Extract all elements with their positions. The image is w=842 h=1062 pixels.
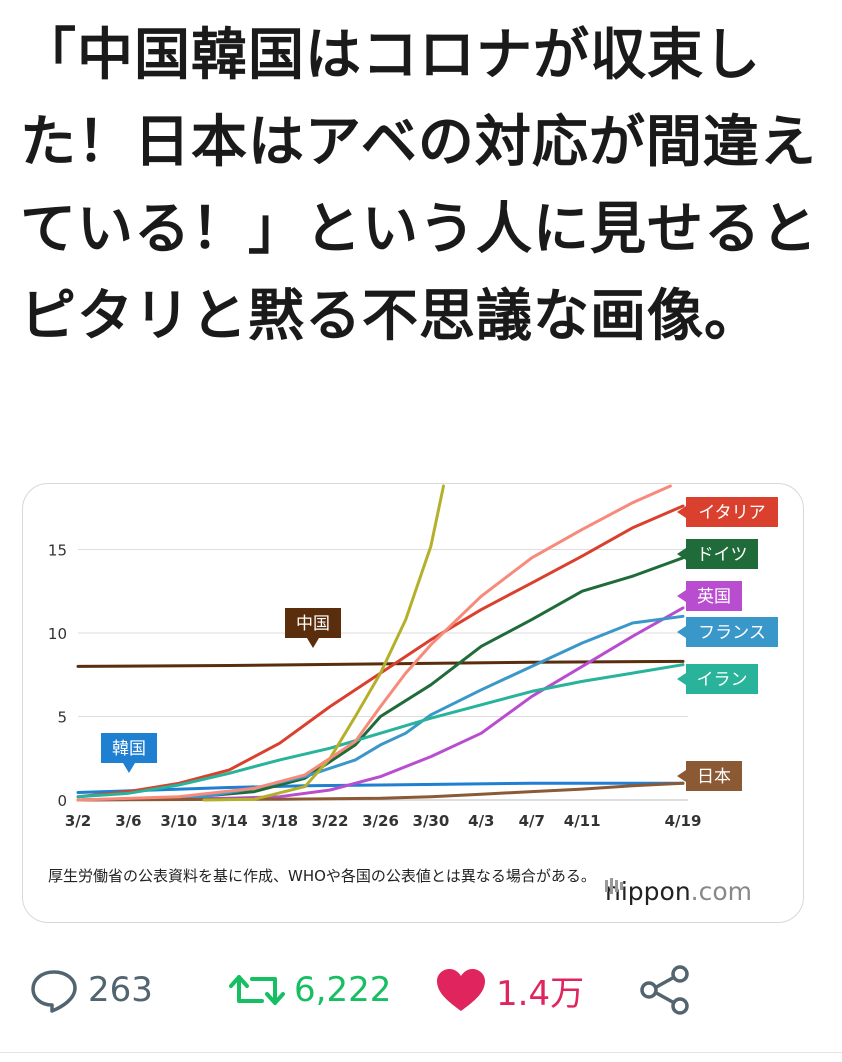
series-label-text: ドイツ xyxy=(697,545,748,565)
series-label-pointer xyxy=(123,763,135,773)
series-line xyxy=(76,659,685,668)
share-nodes-icon xyxy=(640,965,689,1015)
y-tick-label: 15 xyxy=(48,541,67,559)
series-label-text: 英国 xyxy=(697,587,731,607)
x-tick-label: 3/18 xyxy=(261,812,298,830)
series-label-3: フランス xyxy=(677,617,778,647)
like-count: 1.4万 xyxy=(496,973,585,1014)
tweet-text: 「中国韓国はコロナが収束した！日本はアベの対応が間違えている！」という人に見せる… xyxy=(20,23,818,349)
series-label-text: イラン xyxy=(697,670,748,690)
series-label-box xyxy=(686,617,778,647)
series-label-box xyxy=(686,581,742,611)
series-line xyxy=(202,484,445,802)
x-tick-label: 4/3 xyxy=(468,812,494,830)
series-label-6: 中国 xyxy=(285,608,341,648)
series-line xyxy=(76,606,685,802)
series-label-5: 日本 xyxy=(677,761,742,791)
series-label-box xyxy=(686,664,758,694)
reply-button[interactable]: 263 xyxy=(28,955,153,1025)
reply-count: 263 xyxy=(88,970,153,1010)
series-label-pointer xyxy=(677,506,686,518)
like-button[interactable]: 1.4万 xyxy=(434,955,584,1025)
series-label-pointer xyxy=(677,590,686,602)
series-label-box xyxy=(686,539,758,569)
x-tick-label: 3/6 xyxy=(115,812,141,830)
series-label-pointer xyxy=(677,673,686,685)
share-button[interactable] xyxy=(638,955,694,1025)
series-label-box xyxy=(101,733,157,763)
line-chart: 0 5 10 15 3/2 3/6 3/10 3/14 3/18 3/22 3/26 3/30 4/3 4… xyxy=(48,484,778,830)
series-label-2: 英国 xyxy=(677,581,742,611)
series-label-7: 韓国 xyxy=(101,733,157,773)
nippon-logo-icon xyxy=(605,878,623,894)
brand-logo: nippon.com xyxy=(605,877,752,906)
series-line xyxy=(76,781,685,802)
heart-icon xyxy=(437,969,485,1011)
series-label-pointer xyxy=(677,548,686,560)
series-label-text: イタリア xyxy=(698,503,765,523)
x-tick-label: 3/10 xyxy=(160,812,197,830)
series-label-pointer xyxy=(307,638,319,648)
series-label-text: 中国 xyxy=(296,614,330,634)
y-tick-label: 0 xyxy=(57,792,67,810)
series-label-0: イタリア xyxy=(677,497,778,527)
x-tick-label: 4/11 xyxy=(564,812,601,830)
x-tick-label: 3/30 xyxy=(413,812,450,830)
x-tick-label: 3/22 xyxy=(312,812,349,830)
source-note: 厚生労働省の公表資料を基に作成、WHOや各国の公表値とは異なる場合がある。 xyxy=(48,867,596,885)
retweet-count: 6,222 xyxy=(294,970,392,1010)
series-label-pointer xyxy=(677,770,686,782)
x-tick-label: 3/14 xyxy=(211,812,248,830)
series-label-text: 日本 xyxy=(697,767,731,787)
series-line xyxy=(76,663,685,799)
y-tick-label: 10 xyxy=(48,625,67,643)
x-tick-label: 4/19 xyxy=(665,812,702,830)
retweet-button[interactable]: 6,222 xyxy=(228,955,391,1025)
brand-suffix: .com xyxy=(690,877,753,906)
series-line xyxy=(76,781,685,794)
series-label-1: ドイツ xyxy=(677,539,758,569)
speech-bubble-icon xyxy=(31,970,77,1013)
series-label-box xyxy=(686,761,742,791)
x-tick-label: 3/2 xyxy=(65,812,91,830)
x-tick-label: 3/26 xyxy=(362,812,399,830)
y-tick-label: 5 xyxy=(57,708,67,726)
divider xyxy=(0,1052,842,1053)
brand-name: nippon xyxy=(605,877,691,906)
series-label-box xyxy=(686,497,778,527)
series-line xyxy=(76,484,672,802)
series-label-4: イラン xyxy=(677,664,758,694)
action-bar: 263 6,222 1.4万 xyxy=(0,955,842,1025)
x-tick-label: 4/7 xyxy=(519,812,545,830)
image-card[interactable]: 0 5 10 15 3/2 3/6 3/10 3/14 3/18 3/22 3/26 3/30 4/3 4… xyxy=(22,483,804,923)
series-label-pointer xyxy=(677,626,686,638)
series-label-box xyxy=(285,608,341,638)
series-label-text: フランス xyxy=(698,623,766,643)
series-line xyxy=(76,556,685,802)
retweet-arrows-icon xyxy=(229,975,285,1005)
series-label-text: 韓国 xyxy=(112,739,146,759)
